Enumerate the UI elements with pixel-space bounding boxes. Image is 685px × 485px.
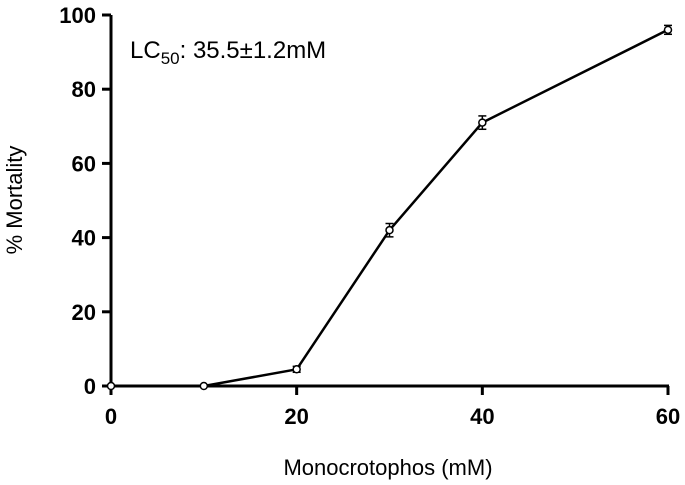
data-point — [106, 381, 116, 391]
data-point — [478, 118, 487, 127]
x-tick-label: 20 — [284, 404, 308, 429]
y-tick-label: 20 — [72, 300, 96, 325]
y-tick-label: 60 — [72, 151, 96, 176]
data-point — [385, 225, 394, 235]
annotation-subscript: 50 — [161, 49, 180, 68]
data-series — [106, 24, 673, 391]
y-axis-label: % Mortality — [2, 146, 27, 255]
x-tick-label: 60 — [656, 404, 680, 429]
ticks: 0 20 40 60 80 100 0 20 40 60 — [59, 3, 680, 429]
data-point — [199, 381, 209, 391]
annotation-prefix: LC — [130, 37, 161, 64]
x-tick-label: 40 — [470, 404, 494, 429]
y-tick-label: 80 — [72, 77, 96, 102]
y-tick-label: 0 — [84, 374, 96, 399]
y-tick-label: 100 — [59, 3, 96, 28]
x-axis-label: Monocrotophos (mM) — [283, 455, 492, 480]
y-tick-label: 40 — [72, 226, 96, 251]
data-point — [663, 25, 673, 35]
data-point — [292, 365, 301, 374]
annotation-suffix: : 35.5±1.2mM — [180, 37, 327, 64]
x-tick-label: 0 — [105, 404, 117, 429]
lc50-annotation: LC50: 35.5±1.2mM — [130, 37, 326, 68]
series-line — [111, 28, 669, 388]
